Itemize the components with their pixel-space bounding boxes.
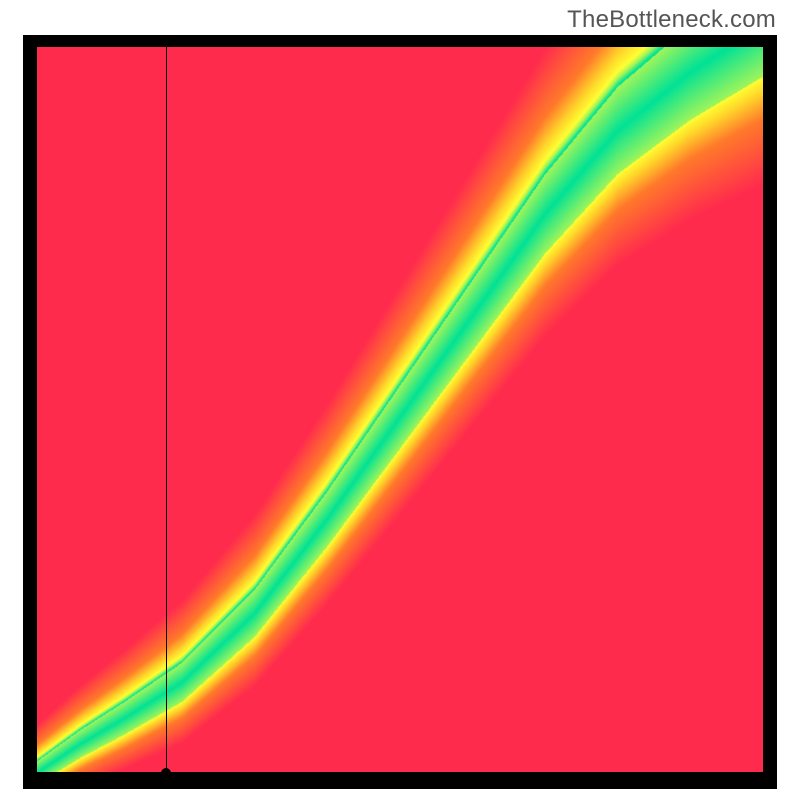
crosshair-horizontal	[37, 772, 763, 773]
marker-dot	[161, 768, 171, 773]
heatmap-frame	[23, 35, 777, 789]
crosshair-vertical	[166, 47, 167, 773]
watermark-text: TheBottleneck.com	[567, 6, 776, 34]
heatmap-canvas	[37, 47, 763, 773]
heatmap-area	[37, 47, 763, 773]
